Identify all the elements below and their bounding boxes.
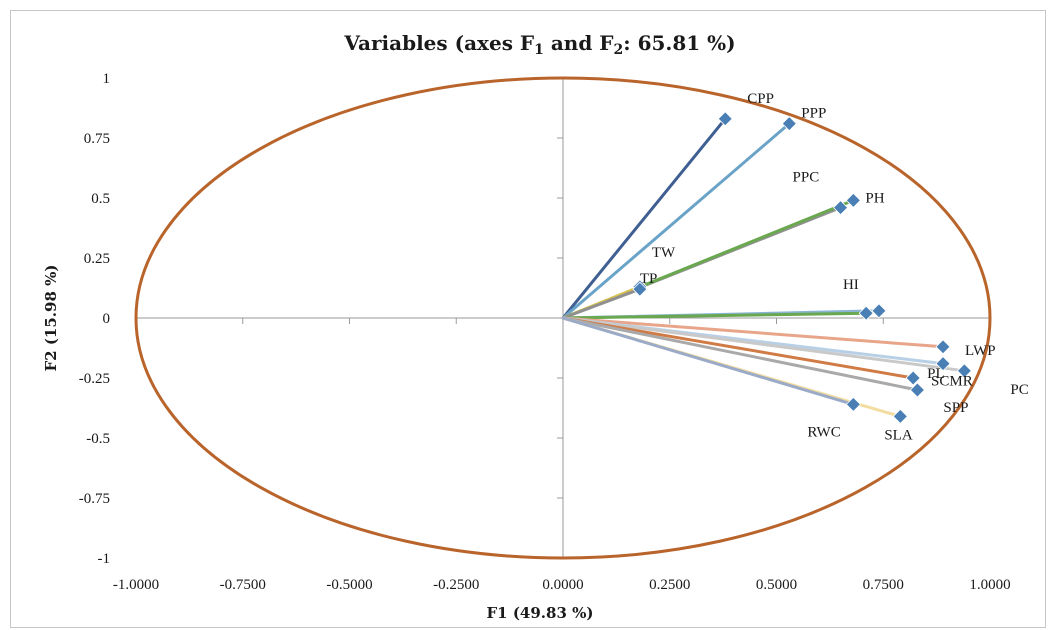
point-label-tp: TP (640, 271, 658, 287)
point-marker (905, 370, 921, 386)
y-tick-label: -1 (98, 551, 111, 567)
point-label-cpp: CPP (747, 91, 774, 107)
x-tick-label: 1.0000 (969, 577, 1010, 593)
point-marker (845, 192, 861, 208)
vector-line (561, 316, 945, 349)
vector-line (561, 311, 868, 320)
point-label-spp: SPP (943, 400, 968, 416)
point-marker (632, 281, 648, 297)
point-marker (909, 382, 925, 398)
point-label-hi: HI (843, 277, 859, 293)
vector-line (561, 316, 855, 406)
chart-title: Variables (axes F1 and F2: 65.81 %) (343, 31, 735, 58)
correlation-circle-layer (134, 76, 992, 560)
y-tick-labels: 1 0.75 0.5 0.25 0 -0.25 -0.5 -0.75 -1 (79, 71, 110, 567)
chart-frame (10, 10, 1046, 628)
point-label-pc: PC (1010, 382, 1028, 398)
point-marker (935, 339, 951, 355)
y-tick-label: 0.25 (84, 251, 110, 267)
y-tick-label: 1 (103, 71, 111, 87)
vector-line (561, 117, 727, 320)
point-label-ppc: PPC (793, 170, 820, 186)
point-marker (717, 111, 733, 127)
x-tick-label: -0.2500 (433, 577, 479, 593)
x-tick-label: 0.0000 (542, 577, 583, 593)
x-tick-label: 0.7500 (863, 577, 904, 593)
point-label-pl: PL (927, 366, 945, 382)
point-label-sla: SLA (884, 427, 913, 443)
y-tick-label: 0.5 (91, 191, 110, 207)
point-label-tw: TW (652, 245, 676, 261)
point-marker (832, 200, 849, 216)
x-tick-labels: -1.0000 -0.7500 -0.5000 -0.2500 0.0000 0.2500… (113, 577, 1011, 593)
y-tick-label: -0.5 (86, 431, 110, 447)
y-tick-label: 0 (103, 311, 111, 327)
correlation-circle (134, 76, 992, 560)
vector-line (561, 122, 791, 320)
variable-labels: CPP PPP PPC PH TW TP HI LWP SCMR PC PL SPP SLA RWC (640, 91, 1029, 444)
vector-line (561, 316, 919, 392)
point-marker (956, 363, 972, 379)
point-label-lwp: LWP (965, 343, 996, 359)
point-label-ppp: PPP (801, 106, 826, 122)
y-axis-title: F2 (15.98 %) (42, 265, 60, 372)
point-marker (871, 303, 887, 319)
point-label-rwc: RWC (807, 424, 840, 440)
x-tick-label: 0.5000 (756, 577, 797, 593)
x-tick-label: -0.5000 (326, 577, 372, 593)
vector-line (561, 287, 642, 320)
point-marker (892, 408, 908, 424)
variable-markers (632, 111, 972, 424)
x-tick-label: 0.2500 (649, 577, 690, 593)
point-marker (858, 305, 874, 321)
point-marker (781, 116, 797, 132)
y-tick-label: -0.25 (79, 371, 110, 387)
point-marker (845, 396, 861, 412)
x-axis-title: F1 (49.83 %) (487, 604, 594, 622)
vector-line (561, 316, 915, 380)
x-tick-label: -1.0000 (113, 577, 159, 593)
point-label-scmr: SCMR (931, 374, 973, 390)
variable-vectors (561, 117, 966, 418)
vector-line (561, 316, 966, 373)
y-tick-label: 0.75 (84, 131, 110, 147)
point-marker (935, 356, 951, 372)
x-tick-label: -0.7500 (220, 577, 266, 593)
point-label-ph: PH (865, 190, 884, 206)
y-tick-label: -0.75 (79, 491, 110, 507)
